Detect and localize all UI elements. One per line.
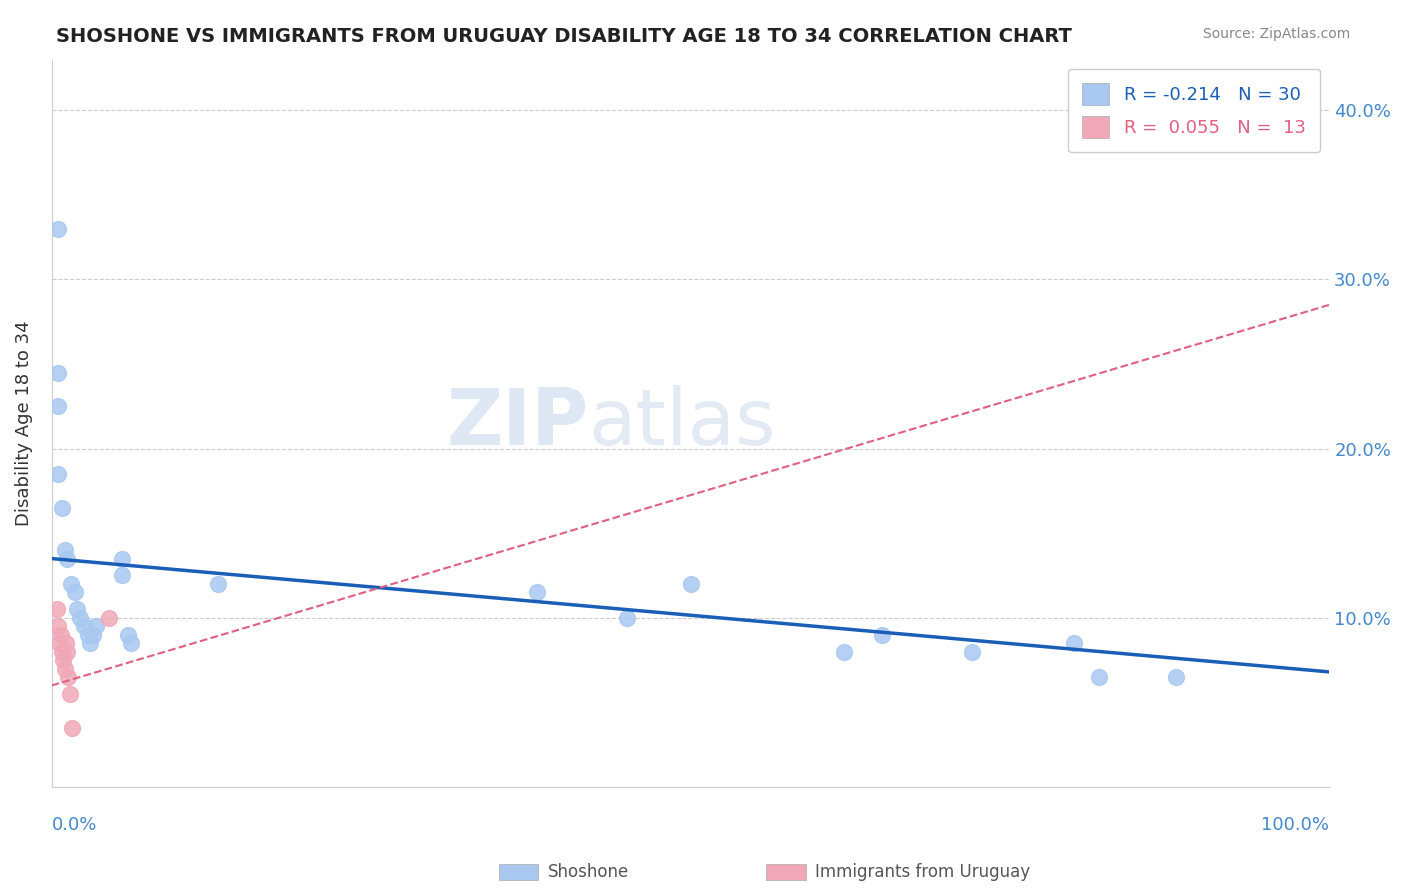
Point xyxy=(55,636,77,650)
Point xyxy=(82,628,104,642)
Point xyxy=(679,577,702,591)
Point xyxy=(46,400,69,414)
Point xyxy=(111,568,134,582)
Point xyxy=(63,585,86,599)
Point xyxy=(56,551,79,566)
Point xyxy=(1164,670,1187,684)
Point xyxy=(79,636,101,650)
Point xyxy=(46,366,69,380)
Point xyxy=(53,543,76,558)
Legend: R = -0.214   N = 30, R =  0.055   N =  13: R = -0.214 N = 30, R = 0.055 N = 13 xyxy=(1069,69,1320,153)
Point xyxy=(58,670,80,684)
Text: 100.0%: 100.0% xyxy=(1261,816,1329,834)
Point xyxy=(86,619,108,633)
Point xyxy=(98,611,121,625)
Text: Shoshone: Shoshone xyxy=(548,863,630,881)
Text: 0.0%: 0.0% xyxy=(52,816,97,834)
Point xyxy=(56,645,79,659)
Text: Source: ZipAtlas.com: Source: ZipAtlas.com xyxy=(1202,27,1350,41)
Point xyxy=(46,467,69,481)
Point xyxy=(66,602,89,616)
Point xyxy=(46,221,69,235)
Point xyxy=(49,628,72,642)
Point xyxy=(616,611,638,625)
Point xyxy=(73,619,96,633)
Point xyxy=(69,611,91,625)
Point xyxy=(1088,670,1111,684)
Point xyxy=(46,619,69,633)
Point xyxy=(51,500,73,515)
Point xyxy=(207,577,229,591)
Point xyxy=(52,653,75,667)
Point xyxy=(59,687,82,701)
Point xyxy=(120,636,142,650)
Point xyxy=(51,645,73,659)
Point xyxy=(76,628,98,642)
Point xyxy=(48,636,70,650)
Text: Immigrants from Uruguay: Immigrants from Uruguay xyxy=(815,863,1031,881)
Point xyxy=(1063,636,1085,650)
Y-axis label: Disability Age 18 to 34: Disability Age 18 to 34 xyxy=(15,320,32,526)
Point xyxy=(832,645,855,659)
Point xyxy=(526,585,548,599)
Text: ZIP: ZIP xyxy=(446,385,588,461)
Point xyxy=(111,551,134,566)
Point xyxy=(60,721,83,735)
Point xyxy=(870,628,893,642)
Point xyxy=(117,628,139,642)
Text: atlas: atlas xyxy=(588,385,776,461)
Point xyxy=(960,645,983,659)
Text: SHOSHONE VS IMMIGRANTS FROM URUGUAY DISABILITY AGE 18 TO 34 CORRELATION CHART: SHOSHONE VS IMMIGRANTS FROM URUGUAY DISA… xyxy=(56,27,1073,45)
Point xyxy=(53,661,76,675)
Point xyxy=(45,602,67,616)
Point xyxy=(59,577,82,591)
